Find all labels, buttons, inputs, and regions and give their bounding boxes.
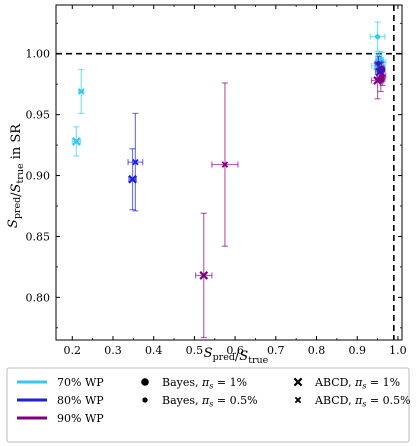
data-point <box>195 212 213 339</box>
x-marker-stroke <box>294 396 302 404</box>
legend-box <box>6 367 410 443</box>
x-marker-stroke <box>221 161 229 168</box>
data-point <box>211 82 239 247</box>
x-tick-label: 0.5 <box>186 344 204 357</box>
x-marker <box>132 158 139 166</box>
data-point <box>127 112 144 212</box>
x-marker <box>78 88 85 95</box>
data-point <box>78 68 85 115</box>
x-marker-stroke <box>293 377 303 387</box>
x-tick-label: 0.7 <box>267 344 285 357</box>
x-axis-title: Spred/Strue <box>204 346 269 366</box>
x-marker-stroke <box>199 271 209 280</box>
y-tick-label: 0.85 <box>26 230 51 243</box>
circle-marker <box>374 34 381 40</box>
circle-marker <box>375 60 381 67</box>
x-tick-label: 1.0 <box>389 344 407 357</box>
data-point <box>369 21 386 52</box>
data-point <box>378 65 387 87</box>
y-tick-label: 0.80 <box>26 291 51 304</box>
x-tick-label: 0.4 <box>145 344 163 357</box>
legend-circle-marker <box>142 397 148 403</box>
legend-marker-label: ABCD, πs = 0.5% <box>314 394 411 409</box>
legend-x-marker <box>294 396 302 404</box>
plot-frame <box>55 4 403 341</box>
circle-marker <box>379 73 386 79</box>
x-tick-label: 0.8 <box>308 344 326 357</box>
y-tick-label: 1.00 <box>26 48 51 61</box>
x-marker-stroke <box>71 137 81 146</box>
legend-circle-marker <box>141 378 149 386</box>
legend: 70% WP 80% WP 90% WP Bayes, πs = 1% Bayes, π… <box>6 367 411 443</box>
x-tick-label: 0.2 <box>64 344 82 357</box>
x-tick-label: 0.9 <box>348 344 366 357</box>
legend-color-label: 90% WP <box>57 412 104 425</box>
legend-color-label: 70% WP <box>57 376 104 389</box>
x-marker <box>71 137 81 146</box>
x-tick-label: 0.6 <box>226 344 244 357</box>
legend-x-marker <box>293 377 303 387</box>
x-marker-stroke <box>78 88 85 95</box>
y-tick-label: 0.95 <box>26 109 51 122</box>
x-marker-stroke <box>132 158 139 166</box>
y-axis-title: Spred/Strue in SR <box>6 123 26 228</box>
data-point <box>71 126 82 157</box>
legend-marker-label: Bayes, πs = 1% <box>162 376 247 391</box>
legend-color-label: 80% WP <box>57 394 104 407</box>
y-tick-label: 0.90 <box>26 170 51 183</box>
axis-ticks: 0.2 0.3 0.4 0.5 0.6 0.7 0.8 0.9 1.0 0.80 0.85 0.90 0… <box>26 5 407 357</box>
x-marker <box>221 161 229 168</box>
x-tick-label: 0.3 <box>104 344 122 357</box>
plot-area <box>55 4 403 341</box>
x-marker <box>199 271 209 280</box>
legend-marker-label: Bayes, πs = 0.5% <box>162 394 258 409</box>
legend-marker-label: ABCD, πs = 1% <box>314 376 400 391</box>
